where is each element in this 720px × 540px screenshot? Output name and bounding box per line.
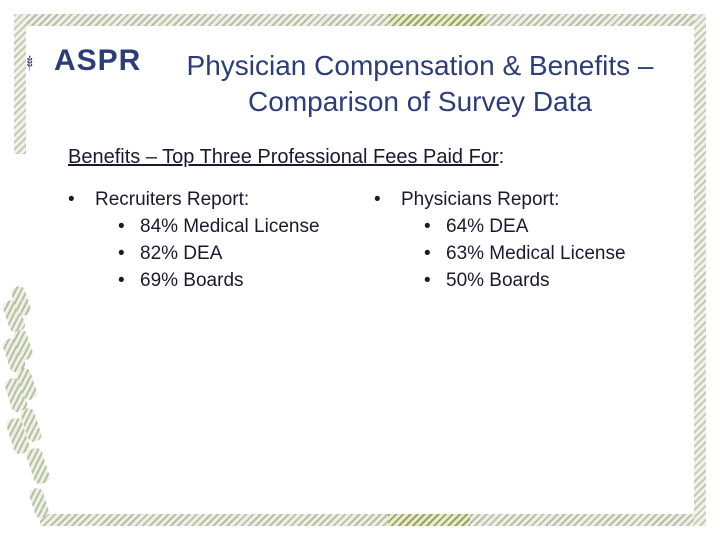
list-item: 63% Medical License bbox=[424, 240, 626, 267]
title-line-2: Comparison of Survey Data bbox=[248, 86, 592, 117]
recruiters-list: 84% Medical License 82% DEA 69% Boards bbox=[68, 213, 320, 294]
recruiters-column: Recruiters Report: 84% Medical License 8… bbox=[68, 186, 320, 294]
frame-left bbox=[14, 14, 26, 154]
physicians-list: 64% DEA 63% Medical License 50% Boards bbox=[374, 213, 626, 294]
list-item: 64% DEA bbox=[424, 213, 626, 240]
list-item: 84% Medical License bbox=[118, 213, 320, 240]
frame-bottom bbox=[40, 514, 706, 526]
title-line-1: Physician Compensation & Benefits – bbox=[186, 50, 654, 81]
frame-top bbox=[14, 14, 706, 26]
logo-text: ASPR bbox=[54, 44, 142, 77]
slide-title: Physician Compensation & Benefits – Comp… bbox=[150, 48, 690, 120]
section-subtitle: Benefits – Top Three Professional Fees P… bbox=[68, 146, 504, 169]
subtitle-text: Benefits – Top Three Professional Fees P… bbox=[68, 146, 499, 168]
list-item: 69% Boards bbox=[118, 267, 320, 294]
wheat-icon bbox=[27, 55, 33, 71]
recruiters-heading: Recruiters Report: bbox=[68, 186, 320, 213]
physicians-column: Physicians Report: 64% DEA 63% Medical L… bbox=[374, 186, 626, 294]
physicians-heading: Physicians Report: bbox=[374, 186, 626, 213]
frame-right bbox=[694, 14, 706, 526]
subtitle-colon: : bbox=[498, 146, 505, 168]
list-item: 50% Boards bbox=[424, 267, 626, 294]
list-item: 82% DEA bbox=[118, 240, 320, 267]
